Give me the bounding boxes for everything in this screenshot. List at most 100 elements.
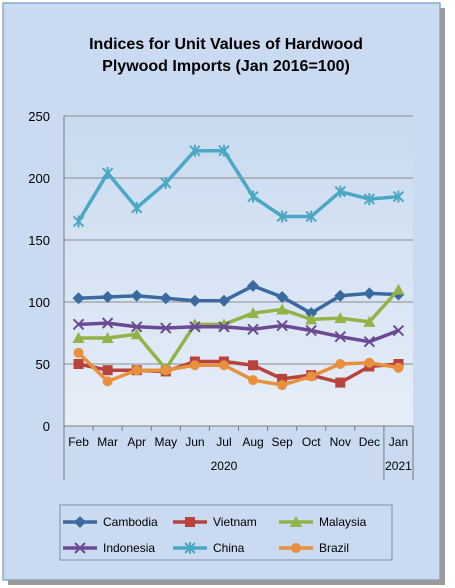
point-marker <box>335 359 346 369</box>
x-tick-label: Apr <box>127 435 146 449</box>
point-marker <box>130 289 143 302</box>
point-marker <box>276 210 288 223</box>
point-marker <box>217 294 230 307</box>
point-marker <box>189 321 201 333</box>
y-tick-label: 50 <box>36 357 50 372</box>
point-marker <box>363 287 376 300</box>
chart-shadow-bottom <box>8 580 445 585</box>
legend-entry-vietnam: Vietnam <box>173 515 257 529</box>
point-marker <box>334 185 346 198</box>
point-marker <box>189 360 200 371</box>
series-layer <box>72 144 405 391</box>
point-marker <box>392 324 405 337</box>
point-marker <box>392 190 405 203</box>
point-marker <box>276 291 289 304</box>
x-tick-label: Nov <box>330 435 351 449</box>
point-marker <box>101 317 114 329</box>
point-marker <box>247 307 260 319</box>
point-marker <box>130 328 143 340</box>
legend-label: China <box>213 541 245 555</box>
point-marker <box>363 315 376 327</box>
y-tick-label: 0 <box>43 419 50 434</box>
point-marker <box>160 365 171 376</box>
point-marker <box>305 307 318 320</box>
legend: Cambodia Vietnam Malaysia Indonesia China Bra… <box>63 515 367 555</box>
point-marker <box>363 335 376 348</box>
point-marker <box>247 279 260 292</box>
chart-subtitle: Plywood Imports (Jan 2016=100) <box>102 58 350 75</box>
point-marker <box>218 321 230 333</box>
x-tick-label: Sep <box>271 435 293 449</box>
legend-label: Brazil <box>319 541 349 555</box>
legend-label: Malaysia <box>319 515 367 529</box>
point-marker <box>277 380 288 391</box>
point-marker <box>290 516 302 527</box>
point-marker <box>72 318 85 331</box>
y-tick-label: 200 <box>28 171 50 186</box>
legend-entry-cambodia: Cambodia <box>63 515 158 529</box>
point-marker <box>247 323 259 335</box>
point-marker <box>277 373 288 384</box>
point-marker <box>160 176 172 189</box>
point-marker <box>102 365 113 376</box>
point-marker <box>189 144 201 157</box>
point-marker <box>101 167 114 180</box>
point-marker <box>334 312 347 324</box>
series-china <box>72 144 405 228</box>
point-marker <box>73 359 84 369</box>
y-tick-label: 100 <box>28 295 50 310</box>
series-indonesia <box>72 317 405 348</box>
point-marker <box>276 303 289 315</box>
point-marker <box>248 360 259 371</box>
x-tick-label: Oct <box>302 435 321 449</box>
legend-entry-china: China <box>173 541 245 555</box>
x-tick-label: Aug <box>242 435 263 449</box>
point-marker <box>306 371 317 382</box>
series-line <box>78 321 400 344</box>
point-marker <box>160 322 172 334</box>
x-tick-label: Jan <box>389 435 408 449</box>
point-marker <box>188 294 201 307</box>
point-marker <box>276 319 288 332</box>
point-marker <box>185 517 195 527</box>
point-marker <box>101 291 114 304</box>
y-axis: 0 50 100 150 200 250 <box>28 109 65 434</box>
legend-label: Vietnam <box>213 515 257 529</box>
point-marker <box>305 324 317 337</box>
point-marker <box>184 542 196 554</box>
point-marker <box>335 377 346 388</box>
point-marker <box>363 193 376 206</box>
point-marker <box>218 360 229 371</box>
y-tick-label: 250 <box>28 109 50 124</box>
point-marker <box>73 347 84 358</box>
y-tick-label: 150 <box>28 233 50 248</box>
point-marker <box>72 292 85 305</box>
chart-title: Indices for Unit Values of Hardwood <box>89 36 363 53</box>
point-marker <box>131 201 143 214</box>
legend-label: Indonesia <box>103 541 155 555</box>
point-marker <box>74 542 86 554</box>
legend-entry-indonesia: Indonesia <box>63 541 155 555</box>
point-marker <box>334 331 346 343</box>
series-brazil <box>73 347 404 391</box>
legend-label: Cambodia <box>103 515 158 529</box>
point-marker <box>393 362 404 373</box>
series-cambodia <box>72 279 405 320</box>
point-marker <box>334 289 347 302</box>
x-tick-label: Jun <box>185 435 204 449</box>
x-tick-label: Feb <box>68 435 89 449</box>
point-marker <box>72 331 85 343</box>
point-marker <box>248 375 259 386</box>
point-marker <box>291 543 301 553</box>
point-marker <box>74 516 86 528</box>
legend-box <box>59 504 393 561</box>
point-marker <box>131 321 143 333</box>
legend-entry-malaysia: Malaysia <box>279 515 367 529</box>
point-marker <box>247 190 259 203</box>
point-marker <box>305 210 317 223</box>
point-marker <box>364 357 375 368</box>
x-tick-label: Dec <box>359 435 380 449</box>
x-axis: Feb Mar Apr May Jun Jul Aug Sep Oct Nov Dec Jan 2020… <box>63 426 414 480</box>
x-tick-label: May <box>154 435 177 449</box>
x-tick-label: Jul <box>216 435 231 449</box>
